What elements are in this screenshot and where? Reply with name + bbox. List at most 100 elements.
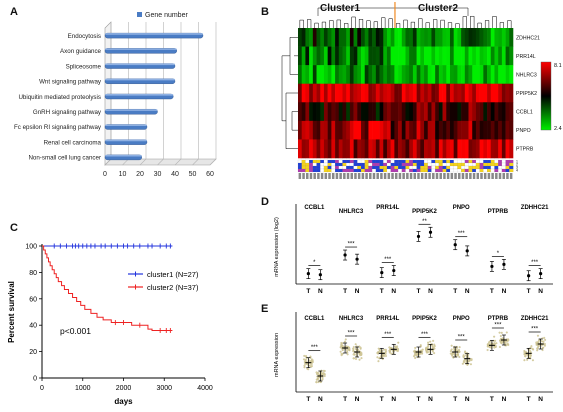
data-point: [493, 346, 496, 349]
heatmap-cell: [453, 102, 458, 122]
heatmap-cell: [312, 46, 317, 66]
x-tick-label: 50: [189, 171, 197, 178]
heatmap-cell: [316, 139, 321, 159]
annotation-cell: [346, 165, 351, 170]
heatmap-cell: [390, 139, 395, 159]
heatmap-cell: [327, 28, 332, 47]
sample-label: [465, 173, 468, 179]
annotation-cell: [338, 159, 343, 164]
group-label-n: N: [465, 288, 470, 295]
p-value-label: p<0.001: [60, 326, 91, 336]
annotation-cell: [423, 159, 429, 164]
sample-label: [387, 173, 391, 179]
annotation-cell: [342, 159, 347, 164]
heatmap-cell: [398, 28, 403, 47]
heatmap-cell: [468, 120, 473, 140]
panel-b-heatmap: Cluster1 Cluster2 ZDHHC21 PRR14L NHLRC3 PPIP5…: [281, 2, 562, 179]
annotation-cell: [438, 162, 443, 167]
sample-label: [306, 173, 309, 179]
group-label-t: T: [527, 396, 531, 403]
heatmap-cell: [446, 120, 451, 140]
heatmap-cell: [372, 120, 377, 140]
data-point: [526, 358, 529, 361]
data-point: [433, 343, 436, 346]
annotation-cell: [442, 168, 447, 173]
row-label: CCBL1: [516, 110, 533, 116]
annotation-cell: [487, 159, 492, 164]
heatmap-cell: [427, 46, 432, 66]
sample-label: [361, 173, 365, 179]
sample-label: [339, 173, 342, 179]
annotation-cell: [401, 165, 406, 170]
x-tick-label: 60: [206, 171, 214, 178]
heatmap-cell: [323, 28, 328, 47]
heatmap-cell: [435, 139, 440, 159]
heatmap-cell: [431, 120, 436, 140]
annotation-cell: [398, 159, 403, 164]
heatmap-cell: [498, 46, 503, 66]
heatmap-cell: [386, 28, 391, 47]
heatmap-cell: [505, 65, 510, 85]
data-point: [344, 338, 347, 341]
heatmap-cell: [386, 139, 391, 159]
category-label: Non-small cell lung cancer: [28, 155, 101, 162]
heatmap-cell: [431, 83, 436, 103]
annotation-cell: [446, 162, 451, 167]
dendrogram-branch: [492, 16, 497, 28]
dendrogram-branch: [433, 19, 438, 28]
heatmap-cell: [487, 65, 492, 85]
annotation-cell: [457, 159, 462, 164]
x-tick-label: 2000: [116, 385, 132, 392]
annotation-cell: [364, 159, 369, 164]
annotation-cell: [479, 165, 484, 170]
heatmap-cell: [349, 139, 354, 159]
heatmap-cell: [494, 65, 499, 85]
gene-label: PRR14L: [376, 205, 399, 211]
heatmap-cell: [438, 102, 443, 122]
heatmap-cell: [357, 139, 362, 159]
sample-label: [346, 173, 350, 179]
annotation-cell: [442, 162, 447, 167]
sample-label: [487, 173, 491, 179]
mean-marker: [355, 257, 359, 261]
dendrogram-branch: [425, 22, 430, 28]
row-label: NHLRC3: [516, 72, 537, 78]
annotation-cell: [501, 159, 506, 164]
dendrogram-branch: [447, 22, 453, 28]
data-point: [414, 356, 417, 359]
heatmap-cell: [327, 83, 332, 103]
gene-label: PTPRB: [488, 209, 509, 215]
y-tick-label: 60: [29, 296, 37, 303]
significance-label: **: [422, 219, 427, 225]
y-axis-label: mRNA expression: [274, 333, 280, 377]
annotation-cell: [368, 159, 373, 164]
group-label-t: T: [417, 396, 421, 403]
sample-label: [391, 173, 394, 179]
group-label-t: T: [380, 288, 384, 295]
heatmap-cell: [494, 139, 499, 159]
annotation-cell: [323, 159, 329, 164]
sample-label: [331, 173, 335, 179]
heatmap-cell: [361, 120, 366, 140]
heatmap-cell: [487, 120, 492, 140]
heatmap-cell: [457, 102, 462, 122]
heatmap-cell: [353, 139, 358, 159]
heatmap-cell: [509, 46, 514, 66]
heatmap-cell: [401, 28, 406, 47]
heatmap-cell: [323, 46, 328, 66]
annotation-cell: [435, 165, 440, 170]
heatmap-cell: [353, 83, 358, 103]
data-point: [470, 358, 473, 361]
heatmap-cell: [438, 46, 443, 66]
annotation-cell: [475, 168, 480, 173]
heatmap-cell: [449, 102, 454, 122]
data-point: [458, 356, 461, 359]
annotation-cell: [431, 168, 436, 173]
heatmap-cell: [331, 83, 336, 103]
heatmap-cell: [427, 102, 432, 122]
annotation-cell: [349, 162, 354, 167]
significance-label: ***: [531, 260, 539, 266]
heatmap-cell: [449, 139, 454, 159]
annotation-cell: [357, 168, 362, 173]
